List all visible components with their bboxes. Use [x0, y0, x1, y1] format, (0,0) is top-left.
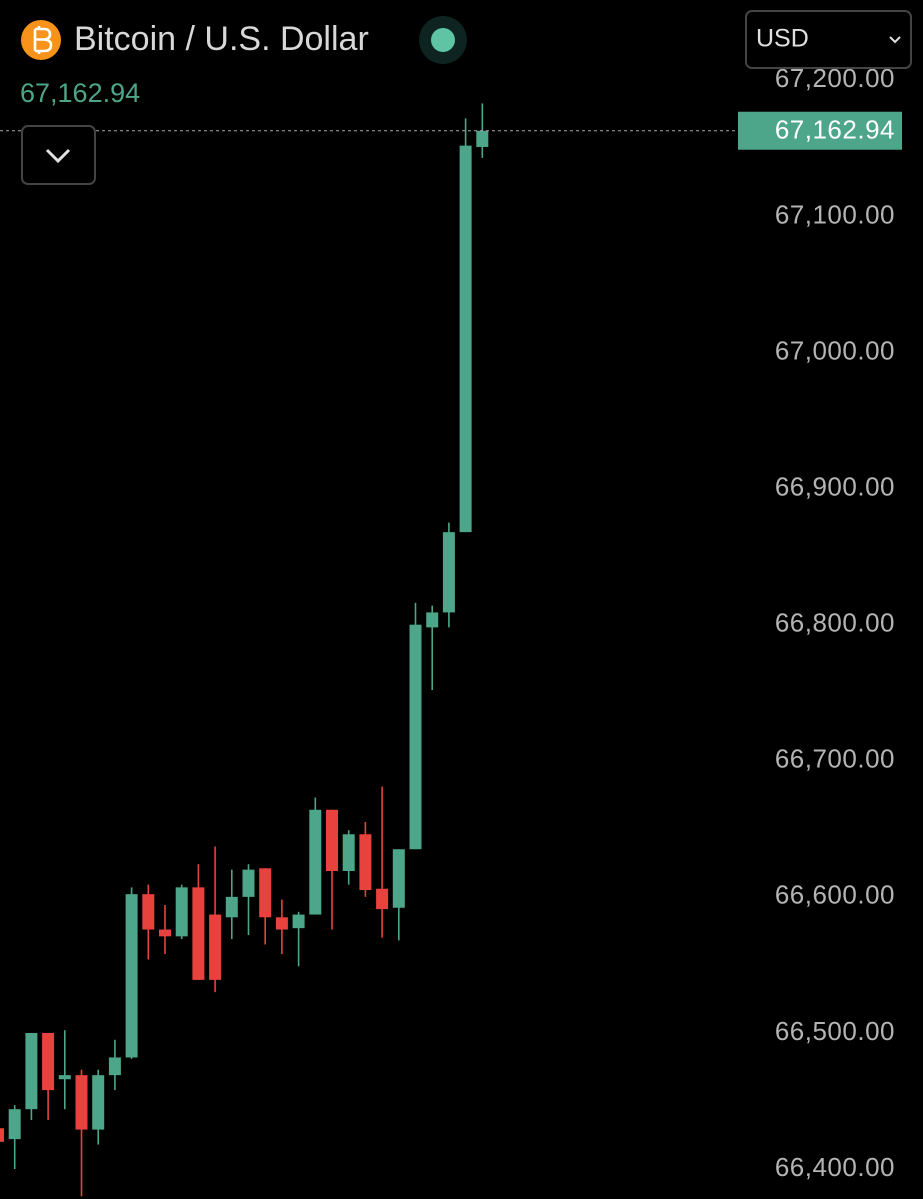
- candle-body: [42, 1032, 55, 1091]
- candle-body: [426, 612, 439, 628]
- y-tick-label: 67,000.00: [775, 335, 895, 365]
- candle-body: [8, 1109, 21, 1140]
- collapse-box[interactable]: [21, 125, 96, 185]
- candle-body: [209, 914, 222, 980]
- candle-body: [376, 888, 389, 910]
- currency-box[interactable]: [745, 10, 912, 69]
- candle-body: [342, 834, 355, 872]
- candle-body: [326, 809, 338, 872]
- candle-body: [442, 532, 455, 613]
- y-tick-label: 66,900.00: [775, 471, 895, 501]
- candle-body: [75, 1075, 88, 1130]
- candle-body: [476, 130, 489, 147]
- candle-body: [25, 1032, 38, 1110]
- candle-body: [459, 145, 472, 533]
- collapse-chevron: [45, 148, 71, 164]
- collapse-button[interactable]: [21, 125, 96, 185]
- bitcoin-glyph: [33, 26, 53, 54]
- currency-select[interactable]: USD: [745, 10, 912, 69]
- candle-body: [275, 917, 288, 930]
- candle-body: [175, 887, 188, 937]
- y-tick-label: 66,800.00: [775, 608, 895, 638]
- candle-body: [259, 868, 272, 918]
- last-price-label: 67,162.94: [775, 115, 895, 145]
- y-tick-label: 66,600.00: [775, 880, 895, 910]
- candle-body: [108, 1057, 121, 1076]
- y-tick-label: 66,700.00: [775, 744, 895, 774]
- candle-body: [292, 914, 305, 929]
- candle-body: [242, 869, 255, 897]
- y-tick-label: 67,100.00: [775, 199, 895, 229]
- current-price: 67,162.94: [20, 78, 140, 108]
- candle-body: [125, 894, 138, 1058]
- candle-body: [0, 1128, 4, 1142]
- currency-label[interactable]: USD: [756, 25, 809, 53]
- y-tick-label: 66,400.00: [775, 1152, 895, 1182]
- candle-body: [58, 1075, 71, 1080]
- y-tick-label: 66,500.00: [775, 1016, 895, 1046]
- plot: 66,400.00 66,500.00 66,600.00 66,700.00 66,8…: [0, 63, 902, 1197]
- last-price-badge: [738, 111, 902, 150]
- candle-body: [409, 624, 422, 850]
- candle-body: [92, 1075, 105, 1130]
- status-dot: [431, 28, 455, 52]
- candle-body: [192, 887, 205, 980]
- title: Bitcoin / U.S. Dollar: [74, 20, 369, 58]
- currency-chevron: [889, 36, 901, 44]
- candle-body: [359, 834, 372, 891]
- candle-body: [309, 809, 322, 915]
- candle-body: [392, 849, 405, 908]
- candle-body: [225, 896, 238, 918]
- candle-body: [142, 894, 155, 930]
- candle-body: [159, 929, 171, 937]
